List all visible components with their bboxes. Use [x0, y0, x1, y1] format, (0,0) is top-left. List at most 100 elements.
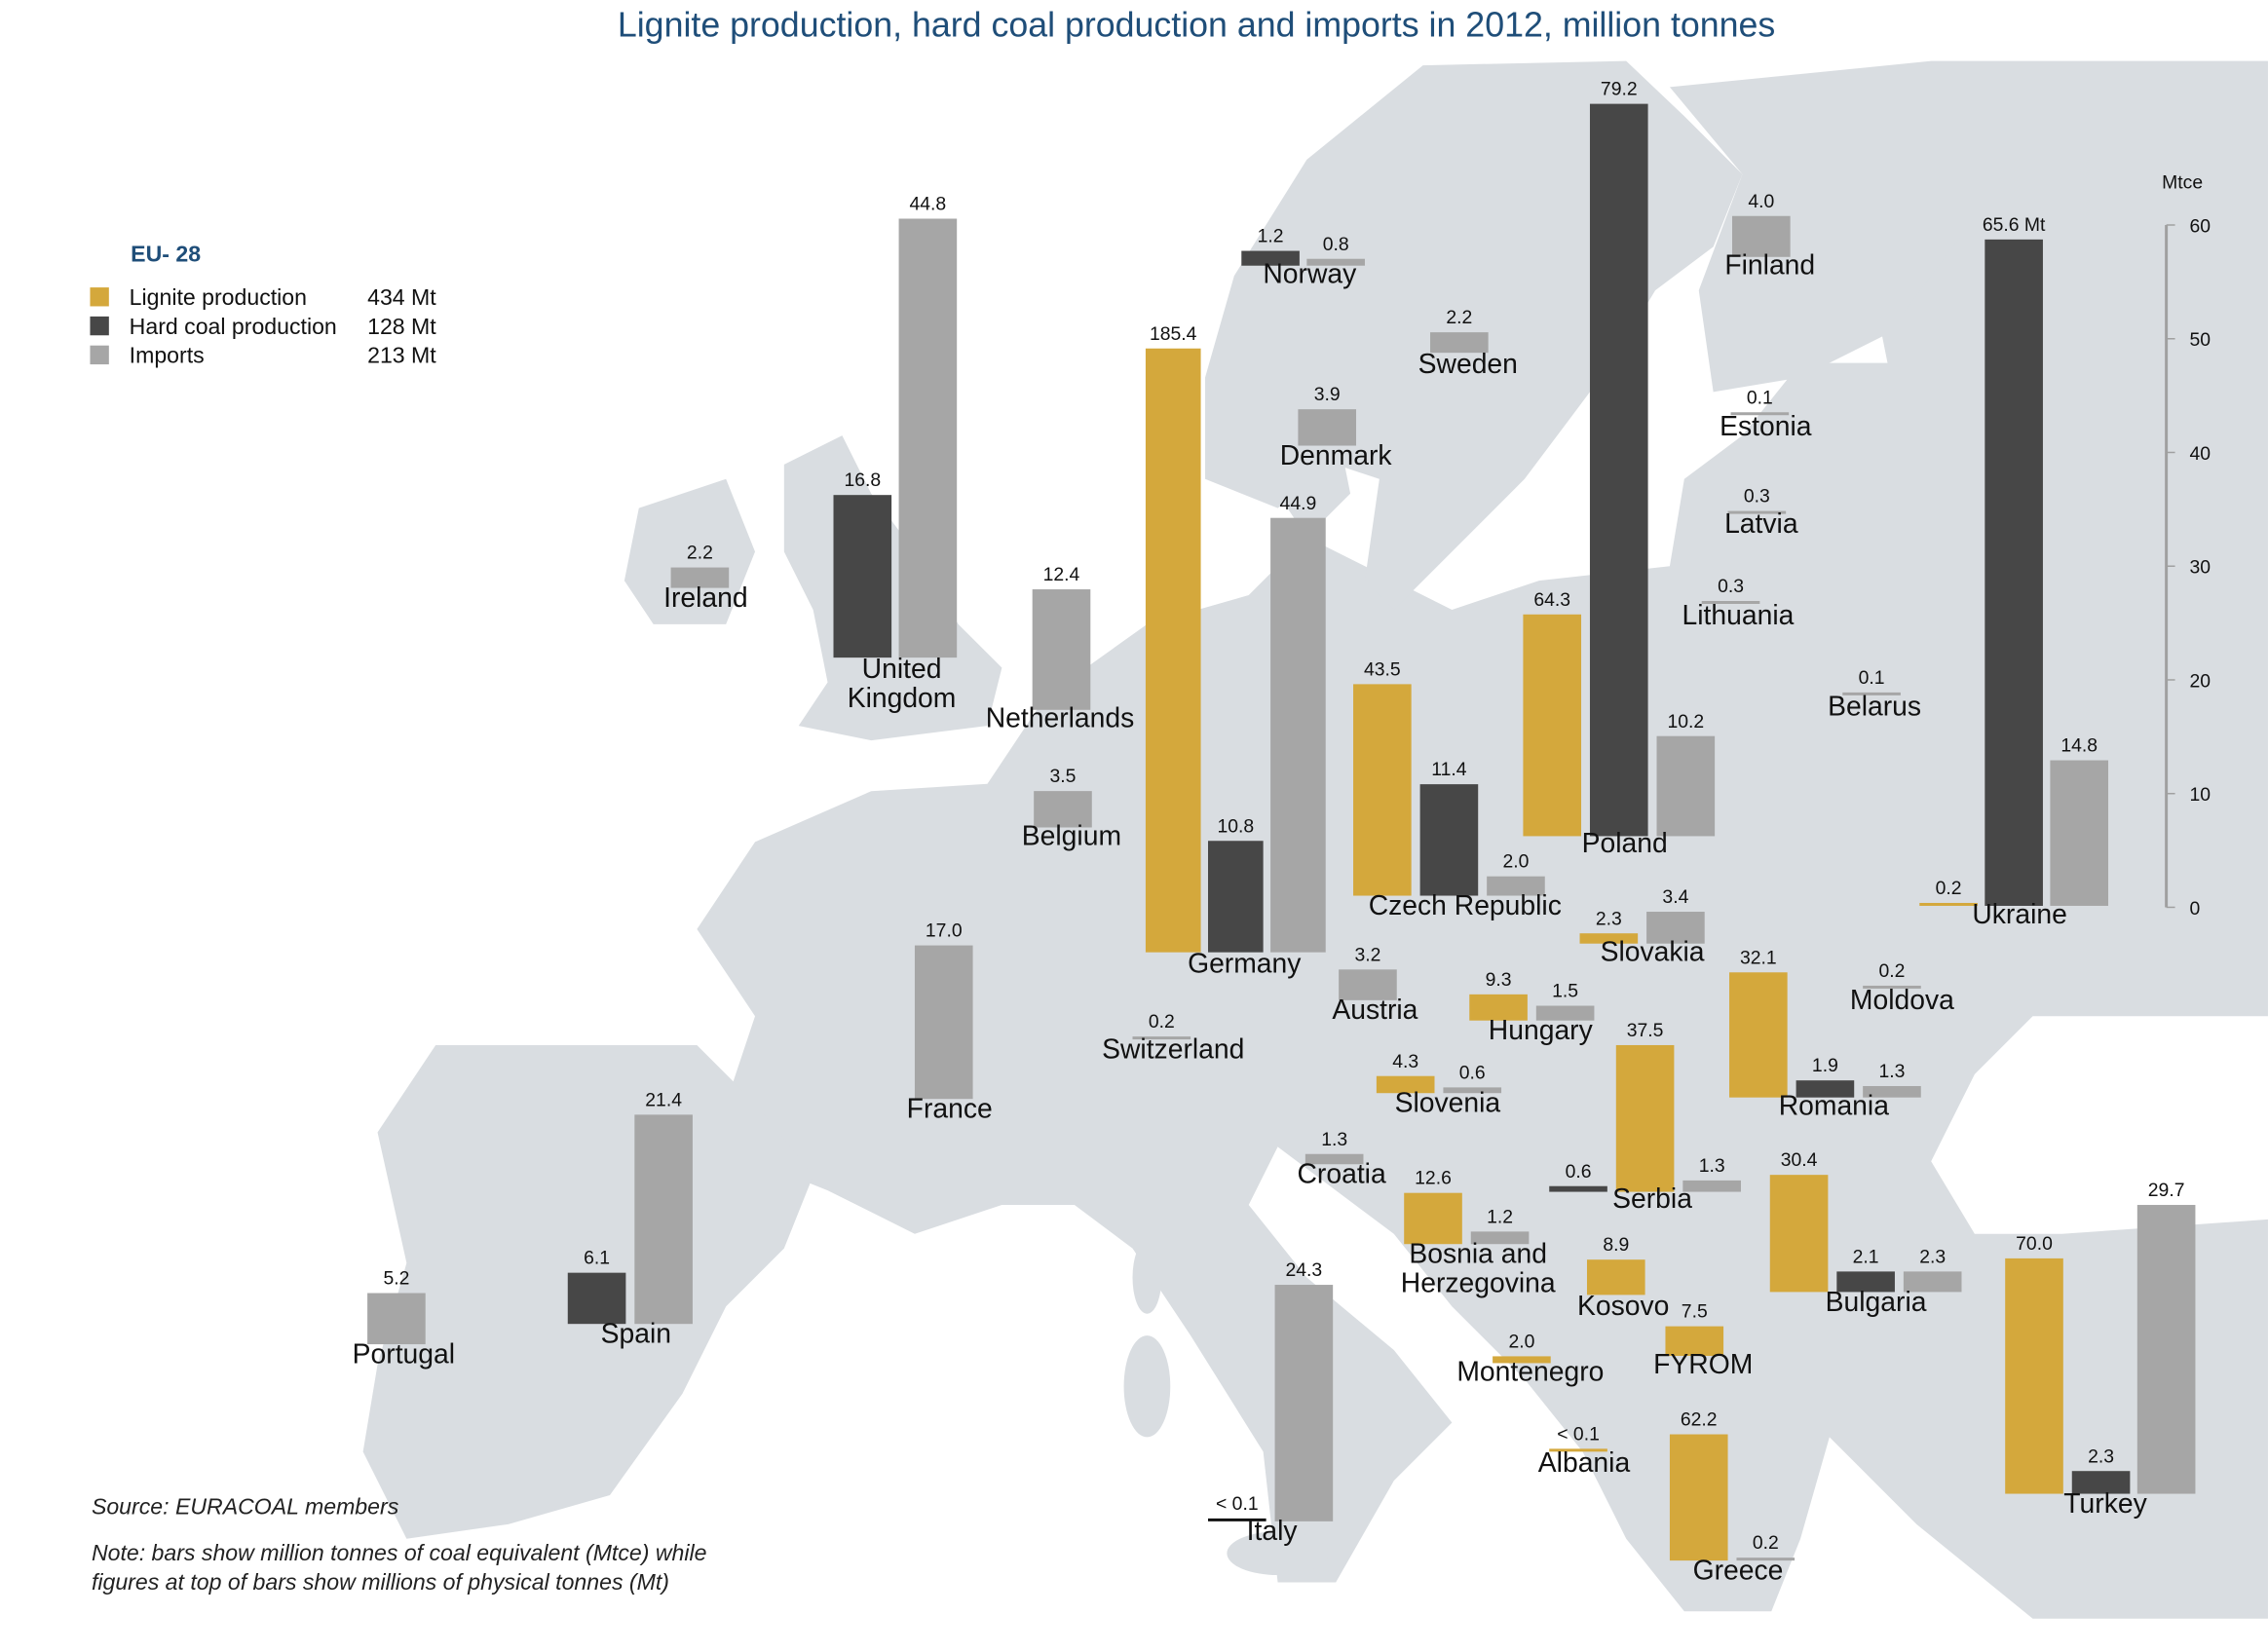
country-label-united-kingdom: Kingdom — [848, 682, 957, 713]
country-group-denmark: 3.9 Denmark — [1280, 384, 1393, 470]
value-label-lignite-albania: < 0.1 — [1557, 1423, 1600, 1445]
bar-hard-united-kingdom — [833, 495, 892, 658]
bar-lignite-greece — [1669, 1434, 1728, 1561]
bar-imports-sweden — [1430, 332, 1489, 354]
country-label-austria: Austria — [1332, 994, 1418, 1025]
bar-imports-czech-republic — [1487, 876, 1545, 896]
value-label-hard-czech-republic: 11.4 — [1431, 759, 1466, 780]
country-group-austria: 3.2 Austria — [1332, 944, 1418, 1025]
value-label-hard-italy: < 0.1 — [1216, 1493, 1259, 1515]
bar-lignite-fyrom — [1665, 1326, 1724, 1356]
value-label-imports-ukraine: 14.8 — [2060, 735, 2098, 757]
bar-imports-romania — [1863, 1086, 1921, 1098]
country-group-hungary: 9.3 1.5 Hungary — [1469, 969, 1595, 1045]
bar-imports-denmark — [1298, 409, 1357, 446]
y-tick-label: 50 — [2189, 329, 2211, 351]
value-label-lignite-romania: 32.1 — [1740, 947, 1777, 968]
value-label-imports-czech-republic: 2.0 — [1502, 851, 1529, 873]
value-label-lignite-kosovo: 8.9 — [1603, 1234, 1629, 1256]
value-label-imports-united-kingdom: 44.8 — [910, 194, 947, 215]
value-label-lignite-turkey: 70.0 — [2016, 1233, 2053, 1255]
value-label-hard-ukraine: 65.6 Mt — [1983, 214, 2046, 236]
bar-imports-belgium — [1034, 791, 1092, 828]
country-label-ireland: Ireland — [663, 582, 748, 613]
value-label-hard-united-kingdom: 16.8 — [844, 469, 881, 491]
bar-lignite-serbia — [1615, 1044, 1675, 1192]
value-label-imports-finland: 4.0 — [1748, 191, 1774, 212]
country-group-romania: 32.1 1.9 1.3 Romania — [1729, 947, 1921, 1121]
value-label-hard-germany: 10.8 — [1217, 815, 1254, 837]
bar-hard-poland — [1589, 103, 1648, 837]
value-label-lignite-poland: 64.3 — [1533, 589, 1570, 611]
country-label-lithuania: Lithuania — [1682, 599, 1795, 630]
bar-imports-ukraine — [2050, 760, 2109, 906]
value-label-lignite-slovenia: 4.3 — [1392, 1051, 1418, 1072]
bar-lignite-bulgaria — [1769, 1175, 1829, 1293]
country-group-netherlands: 12.4 Netherlands — [986, 564, 1135, 733]
bar-lignite-montenegro — [1493, 1356, 1551, 1364]
legend-value-imports: 213 Mt — [367, 343, 436, 368]
country-group-france: 17.0 France — [907, 920, 993, 1124]
country-label-romania: Romania — [1779, 1090, 1890, 1121]
bar-lignite-hungary — [1469, 994, 1528, 1021]
bar-imports-portugal — [367, 1293, 426, 1345]
land-denmark — [1277, 421, 1351, 538]
bar-imports-belarus — [1842, 692, 1901, 695]
bar-imports-netherlands — [1032, 589, 1091, 710]
value-label-imports-estonia: 0.1 — [1747, 387, 1773, 408]
country-label-france: France — [907, 1093, 993, 1124]
bar-imports-hungary — [1535, 1005, 1595, 1021]
value-label-imports-moldova: 0.2 — [1878, 960, 1905, 982]
country-group-ireland: 2.2 Ireland — [663, 543, 748, 613]
bar-imports-switzerland — [1132, 1036, 1191, 1040]
bar-hard-czech-republic — [1419, 784, 1479, 896]
y-axis: Mtce 0 10 20 30 40 50 60 — [2162, 172, 2211, 920]
value-label-imports-slovakia: 3.4 — [1662, 886, 1688, 908]
country-label-greece: Greece — [1693, 1554, 1784, 1585]
legend: EU- 28 Lignite production 434 Mt Hard coal… — [90, 241, 436, 368]
bar-hard-spain — [567, 1272, 626, 1325]
country-group-belgium: 3.5 Belgium — [1022, 766, 1121, 850]
country-group-poland: 64.3 79.2 10.2 Poland — [1523, 79, 1716, 858]
bar-imports-austria — [1339, 969, 1397, 1000]
value-label-imports-bosnia-and-herzegovina: 1.2 — [1487, 1206, 1513, 1227]
value-label-imports-switzerland: 0.2 — [1149, 1011, 1175, 1032]
bar-lignite-germany — [1145, 348, 1201, 953]
bar-lignite-slovenia — [1376, 1075, 1435, 1094]
bar-imports-germany — [1270, 517, 1326, 953]
value-label-imports-germany: 44.9 — [1280, 493, 1317, 514]
country-group-portugal: 5.2 Portugal — [353, 1268, 455, 1370]
value-label-imports-netherlands: 12.4 — [1043, 564, 1080, 585]
legend-swatch-hard — [90, 316, 109, 336]
value-label-lignite-slovakia: 2.3 — [1596, 908, 1622, 929]
land-sicily — [1227, 1531, 1329, 1576]
y-tick-label: 0 — [2189, 898, 2200, 920]
country-label-slovakia: Slovakia — [1601, 936, 1705, 967]
country-group-kosovo: 8.9 Kosovo — [1577, 1234, 1669, 1321]
bar-imports-latvia — [1727, 510, 1787, 514]
value-label-lignite-hungary: 9.3 — [1486, 969, 1512, 991]
value-label-hard-spain: 6.1 — [584, 1248, 610, 1269]
country-group-spain: 6.1 21.4 Spain — [567, 1089, 693, 1349]
bar-lignite-bosnia-and-herzegovina — [1404, 1192, 1462, 1245]
bar-hard-norway — [1241, 250, 1300, 266]
value-label-lignite-greece: 62.2 — [1681, 1409, 1718, 1431]
y-tick-label: 40 — [2189, 443, 2211, 465]
bar-imports-greece — [1736, 1558, 1796, 1561]
bar-imports-turkey — [2136, 1205, 2196, 1494]
country-label-slovenia: Slovenia — [1395, 1087, 1501, 1118]
value-label-imports-poland: 10.2 — [1667, 711, 1704, 732]
value-label-imports-romania: 1.3 — [1878, 1061, 1905, 1082]
land-continent — [697, 145, 2268, 1619]
country-label-belgium: Belgium — [1022, 819, 1121, 850]
bar-hard-ukraine — [1984, 239, 2043, 906]
country-group-turkey: 70.0 2.3 29.7 Turkey — [2005, 1180, 2196, 1519]
value-label-hard-turkey: 2.3 — [2088, 1446, 2114, 1467]
note-line-1: Note: bars show million tonnes of coal e… — [92, 1540, 707, 1565]
country-group-slovakia: 2.3 3.4 Slovakia — [1579, 886, 1705, 967]
bar-imports-poland — [1656, 735, 1716, 837]
bar-imports-slovakia — [1646, 912, 1705, 944]
bar-lignite-poland — [1523, 614, 1582, 837]
value-label-lignite-czech-republic: 43.5 — [1364, 658, 1401, 680]
